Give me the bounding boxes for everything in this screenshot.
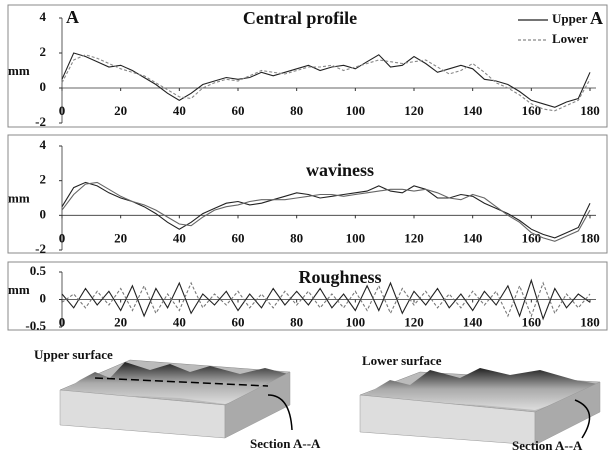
x-tick-label: 0 [59,103,66,118]
x-tick-label: 60 [232,314,245,329]
lower-surface-plot: Lower surface Section A--A [360,353,600,453]
x-tick-label: 180 [580,314,600,329]
x-tick-label: 160 [522,103,542,118]
x-tick-label: 140 [463,103,483,118]
x-tick-label: 120 [404,103,424,118]
chart-title: Central profile [243,8,357,28]
surface-title: Upper surface [34,347,113,362]
section-marker: A [590,8,603,28]
y-tick-label: 4 [40,9,47,24]
y-tick-label: -2 [35,241,46,256]
chart-title: waviness [306,160,374,180]
x-tick-label: 120 [404,230,424,245]
data-line [62,55,590,111]
data-line [62,182,590,241]
panel-label: A [66,7,79,27]
y-axis-label: mm [8,63,30,78]
x-tick-label: 80 [290,230,303,245]
x-tick-label: 0 [59,314,66,329]
x-tick-label: 80 [290,314,303,329]
upper-surface-plot: Upper surface Section A--A [34,347,321,451]
y-tick-label: 0 [40,290,47,305]
x-tick-label: 180 [580,230,600,245]
x-tick-label: 40 [173,314,186,329]
figure: Upper surface Section A--A Lower surface… [0,0,609,456]
y-tick-label: 4 [40,137,47,152]
y-tick-label: -2 [35,114,46,129]
section-label: Section A--A [512,438,583,453]
x-tick-label: 20 [114,230,127,245]
y-tick-label: 0 [40,206,47,221]
y-tick-label: 2 [40,172,47,187]
x-tick-label: 20 [114,314,127,329]
x-tick-label: 180 [580,103,600,118]
data-line [62,53,590,107]
x-tick-label: 100 [346,103,366,118]
x-tick-label: 100 [346,230,366,245]
x-tick-label: 60 [232,103,245,118]
x-tick-label: 40 [173,230,186,245]
x-tick-label: 60 [232,230,245,245]
chart-title: Roughness [298,267,381,287]
x-tick-label: 120 [404,314,424,329]
x-tick-label: 40 [173,103,186,118]
x-tick-label: 20 [114,103,127,118]
y-tick-label: 0 [40,79,47,94]
legend-label: Lower [552,31,588,46]
x-tick-label: 100 [346,314,366,329]
y-axis-label: mm [8,191,30,206]
y-axis-label: mm [8,282,30,297]
surface-title: Lower surface [362,353,442,368]
y-tick-label: -0.5 [25,318,46,333]
section-label: Section A--A [250,436,321,451]
x-tick-label: 140 [463,230,483,245]
legend-label: Upper [552,11,588,26]
data-line [62,182,590,238]
x-tick-label: 0 [59,230,66,245]
y-tick-label: 2 [40,44,47,59]
x-tick-label: 80 [290,103,303,118]
y-tick-label: 0.5 [30,263,47,278]
x-tick-label: 140 [463,314,483,329]
